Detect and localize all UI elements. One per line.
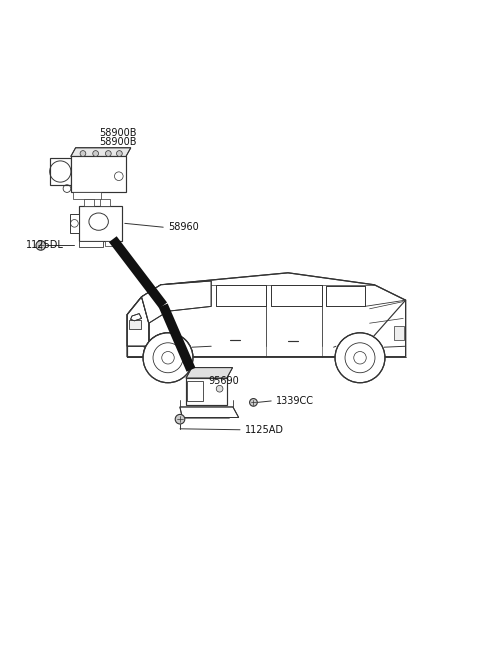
- Bar: [73, 192, 101, 199]
- Circle shape: [93, 151, 98, 156]
- Bar: [50, 158, 71, 185]
- Polygon shape: [326, 286, 365, 306]
- Text: 58960: 58960: [168, 222, 199, 232]
- Polygon shape: [186, 367, 232, 378]
- Text: 58900B: 58900B: [99, 136, 136, 146]
- Circle shape: [117, 151, 122, 156]
- Bar: [79, 206, 122, 241]
- Circle shape: [36, 241, 46, 250]
- Bar: [79, 241, 103, 247]
- Text: 1125AD: 1125AD: [245, 425, 284, 435]
- Text: 58900B: 58900B: [99, 129, 136, 138]
- Circle shape: [143, 333, 193, 382]
- Polygon shape: [271, 285, 322, 306]
- Polygon shape: [144, 333, 192, 357]
- Polygon shape: [131, 314, 142, 321]
- Polygon shape: [216, 285, 266, 306]
- Bar: [186, 378, 227, 405]
- Bar: [70, 214, 79, 233]
- Text: 1125DL: 1125DL: [26, 241, 64, 251]
- Bar: [100, 199, 110, 206]
- Bar: [71, 156, 126, 192]
- Text: 95690: 95690: [209, 376, 240, 386]
- Circle shape: [216, 385, 223, 392]
- Bar: [129, 320, 141, 329]
- Circle shape: [175, 415, 185, 424]
- Polygon shape: [127, 273, 406, 357]
- Bar: [394, 325, 404, 340]
- Bar: [84, 199, 94, 206]
- Text: 1339CC: 1339CC: [276, 396, 314, 406]
- Polygon shape: [127, 297, 149, 346]
- Circle shape: [250, 399, 257, 406]
- Bar: [105, 241, 116, 245]
- Circle shape: [80, 151, 86, 156]
- Circle shape: [106, 151, 111, 156]
- Bar: [187, 381, 203, 401]
- Polygon shape: [71, 148, 131, 156]
- Polygon shape: [142, 281, 211, 323]
- Circle shape: [335, 333, 385, 382]
- Polygon shape: [180, 407, 239, 417]
